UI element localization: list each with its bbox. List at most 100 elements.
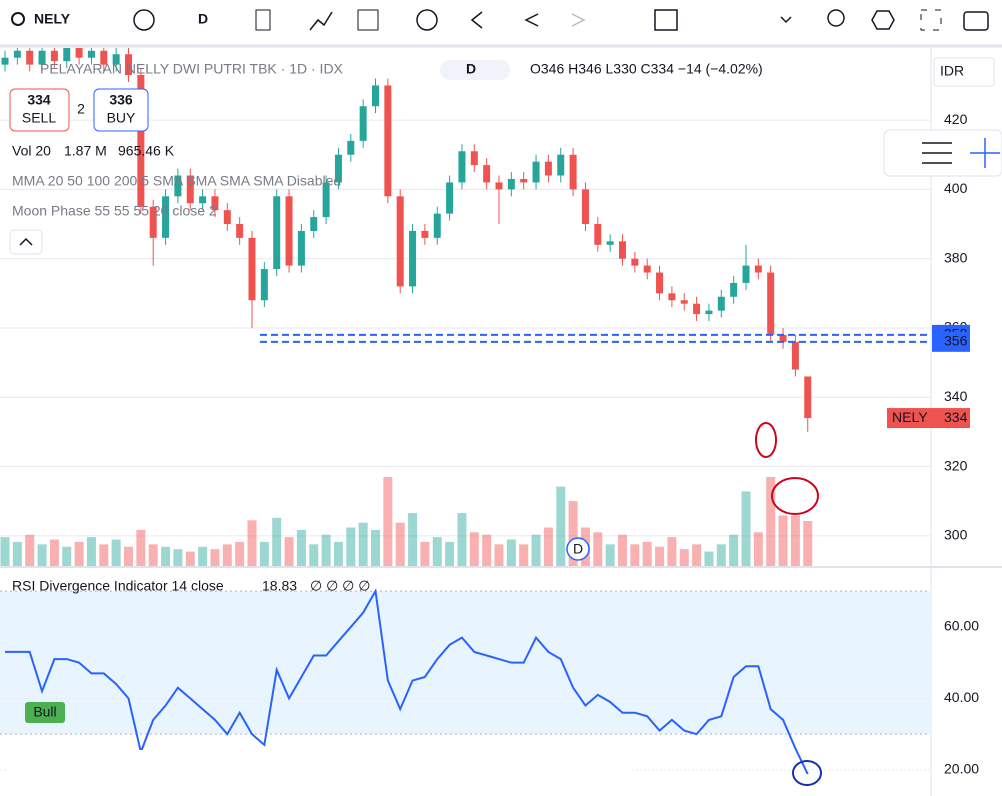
hline-label: 356	[944, 333, 968, 349]
replay-icon[interactable]	[470, 11, 483, 29]
event-marker-label[interactable]: D	[573, 541, 583, 557]
candle-body	[470, 151, 478, 166]
candle-body	[495, 182, 503, 190]
volume-bar	[729, 534, 739, 566]
buy-button[interactable]	[93, 88, 149, 132]
toolbar: NELY D	[0, 9, 1002, 48]
last-price-tag	[887, 408, 970, 429]
y-tick-label: 380	[944, 249, 968, 265]
candle-body	[742, 265, 750, 283]
undo-icon[interactable]	[524, 13, 539, 27]
last-price-symbol: NELY	[892, 409, 928, 425]
volume-bar	[321, 534, 331, 566]
candle-body	[87, 50, 95, 58]
event-d: D	[466, 61, 476, 77]
vol-value: 1.87 M	[64, 143, 107, 159]
candle-body	[693, 303, 701, 315]
volume-bar	[593, 532, 603, 566]
candle-body	[260, 269, 268, 301]
alert-icon[interactable]	[416, 9, 438, 31]
add-symbol[interactable]	[133, 9, 155, 31]
volume-bar	[556, 486, 566, 566]
buy-price[interactable]: 336	[109, 92, 133, 108]
volume-bar	[309, 544, 319, 566]
volume-bar	[667, 537, 677, 566]
candle-body	[149, 206, 157, 238]
layout-menu[interactable]	[780, 16, 792, 24]
candle-body	[372, 85, 379, 107]
candle-body	[396, 196, 404, 287]
volume-bar	[247, 520, 257, 566]
candle-body	[409, 230, 417, 287]
candle-body	[804, 376, 812, 419]
volume-bar	[284, 537, 294, 566]
candle-body	[569, 154, 577, 190]
interval[interactable]: D	[198, 11, 208, 27]
volume-bar	[519, 544, 529, 566]
quick-search[interactable]	[827, 9, 845, 27]
candle-body	[236, 224, 244, 238]
currency[interactable]: IDR	[940, 63, 964, 79]
candle-body	[717, 296, 725, 311]
search-icon[interactable]	[11, 12, 25, 26]
y-tick-label: 300	[944, 527, 968, 543]
annotation-circle	[792, 760, 822, 786]
volume-bar	[383, 477, 393, 566]
candle-body	[248, 237, 256, 301]
event-marker[interactable]	[566, 537, 590, 561]
vol-name: Vol 20	[12, 143, 51, 159]
candle-body	[199, 196, 207, 204]
volume-bar	[482, 534, 492, 566]
candle-body	[137, 75, 145, 207]
candle-body	[223, 210, 231, 225]
candle-body	[754, 265, 762, 273]
candle-body	[63, 48, 71, 62]
candle-body	[643, 265, 651, 273]
volume-bar	[766, 477, 776, 566]
indicators-icon[interactable]	[309, 11, 333, 31]
candle-body	[174, 175, 182, 197]
settings-icon[interactable]	[871, 10, 895, 30]
candle-body	[458, 151, 466, 183]
candle-body	[322, 182, 330, 218]
volume-bar	[457, 513, 467, 566]
volume-bar	[642, 541, 652, 566]
candle-body	[421, 230, 429, 238]
symbol[interactable]: NELY	[34, 11, 71, 27]
collapse-icon[interactable]	[19, 237, 33, 246]
annotation-circle	[771, 477, 819, 515]
candle-body	[50, 50, 58, 62]
fullscreen-icon[interactable]	[920, 9, 942, 31]
annotation-circle	[755, 422, 777, 458]
candle-body	[730, 282, 738, 297]
candle-body	[38, 50, 46, 65]
collapse-button[interactable]	[9, 229, 43, 255]
snapshot-icon[interactable]	[963, 11, 989, 31]
candle-body	[791, 341, 799, 370]
y-tick-label: 20.00	[944, 761, 979, 777]
volume-bar	[358, 522, 368, 566]
volume-bar	[420, 541, 430, 566]
currency-box[interactable]	[933, 57, 995, 87]
candle-body	[75, 48, 83, 58]
volume-bar	[148, 544, 158, 566]
volume-bar	[0, 537, 10, 566]
volume-bar	[803, 521, 813, 566]
y-tick-label: 340	[944, 388, 968, 404]
volume-bar	[630, 544, 640, 566]
candle-body	[705, 310, 713, 315]
volume-bar	[86, 537, 96, 566]
layout-icon[interactable]	[654, 9, 678, 31]
volume-bar	[790, 515, 800, 566]
templates-icon[interactable]	[357, 9, 379, 31]
sell-label[interactable]: SELL	[22, 110, 56, 126]
sell-price[interactable]: 334	[27, 92, 51, 108]
y-tick-label: 400	[944, 180, 968, 196]
candle-body	[483, 165, 491, 183]
candle-body	[1, 57, 9, 65]
mma-legend: MMA 20 50 100 200 5 SMA SMA SMA SMA Disa…	[12, 173, 341, 189]
sell-button[interactable]	[9, 88, 70, 132]
chart-type-icon[interactable]	[255, 9, 271, 31]
buy-label[interactable]: BUY	[107, 110, 136, 126]
